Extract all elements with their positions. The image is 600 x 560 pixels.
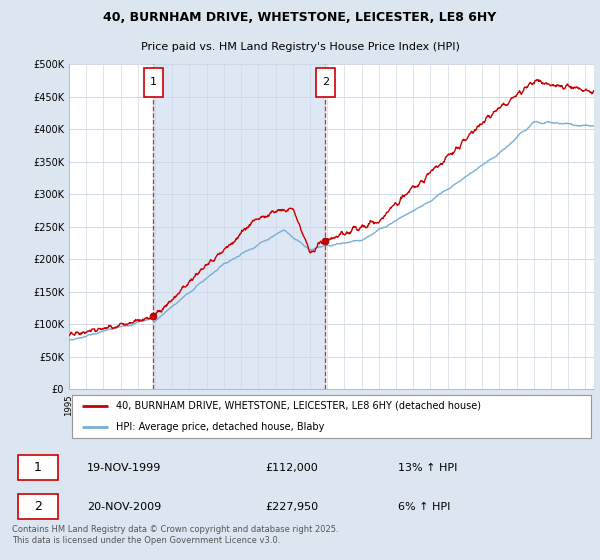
Text: Price paid vs. HM Land Registry's House Price Index (HPI): Price paid vs. HM Land Registry's House … xyxy=(140,43,460,52)
Text: 2: 2 xyxy=(322,77,329,87)
Text: 1: 1 xyxy=(34,461,42,474)
Text: 20-NOV-2009: 20-NOV-2009 xyxy=(87,502,161,511)
Text: HPI: Average price, detached house, Blaby: HPI: Average price, detached house, Blab… xyxy=(116,422,325,432)
Text: 6% ↑ HPI: 6% ↑ HPI xyxy=(398,502,450,511)
Bar xyxy=(154,64,325,389)
FancyBboxPatch shape xyxy=(18,455,58,480)
Text: 40, BURNHAM DRIVE, WHETSTONE, LEICESTER, LE8 6HY (detached house): 40, BURNHAM DRIVE, WHETSTONE, LEICESTER,… xyxy=(116,400,481,410)
Text: 19-NOV-1999: 19-NOV-1999 xyxy=(87,463,161,473)
Text: 40, BURNHAM DRIVE, WHETSTONE, LEICESTER, LE8 6HY: 40, BURNHAM DRIVE, WHETSTONE, LEICESTER,… xyxy=(103,11,497,24)
Text: £227,950: £227,950 xyxy=(265,502,319,511)
Text: 13% ↑ HPI: 13% ↑ HPI xyxy=(398,463,457,473)
Text: £112,000: £112,000 xyxy=(265,463,318,473)
Text: Contains HM Land Registry data © Crown copyright and database right 2025.
This d: Contains HM Land Registry data © Crown c… xyxy=(12,525,338,545)
Text: 2: 2 xyxy=(34,500,42,513)
Text: 1: 1 xyxy=(150,77,157,87)
FancyBboxPatch shape xyxy=(71,395,592,438)
FancyBboxPatch shape xyxy=(18,494,58,519)
FancyBboxPatch shape xyxy=(316,68,335,97)
FancyBboxPatch shape xyxy=(144,68,163,97)
